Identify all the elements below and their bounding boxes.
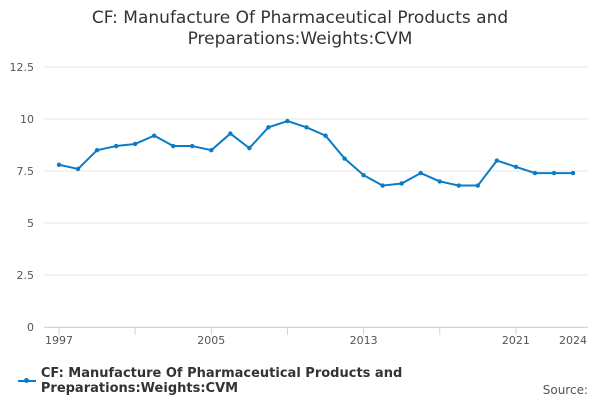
data-point [304, 125, 309, 130]
data-point [285, 118, 290, 124]
data-point [56, 162, 62, 167]
data-point [171, 143, 176, 149]
y-tick-label: 5 [27, 217, 34, 230]
data-point [247, 145, 252, 151]
legend-swatch [18, 378, 36, 383]
data-point [75, 166, 81, 172]
data-point [132, 141, 138, 147]
data-point [151, 133, 157, 138]
x-tick-label: 2021 [502, 334, 530, 347]
data-point [513, 164, 519, 170]
data-point [437, 179, 442, 184]
y-tick-label: 7.5 [17, 165, 35, 178]
chart-title: CF: Manufacture Of Pharmaceutical Produc… [91, 8, 509, 49]
data-point [190, 143, 195, 149]
data-point [266, 125, 271, 130]
y-tick-label: 10 [20, 113, 34, 126]
data-point [361, 172, 366, 178]
data-point [532, 170, 538, 176]
data-point [399, 181, 404, 186]
data-point [456, 183, 461, 188]
data-point [551, 170, 557, 176]
x-tick-label: 2005 [197, 334, 225, 347]
data-point [570, 170, 576, 176]
source-label: Source: [542, 383, 588, 397]
legend-label: CF: Manufacture Of Pharmaceutical Produc… [40, 366, 403, 396]
data-point [94, 148, 100, 153]
data-point [228, 131, 233, 136]
data-point [494, 158, 500, 163]
y-tick-label: 0 [27, 321, 34, 334]
x-tick-label: 2013 [350, 334, 378, 347]
data-point [342, 156, 347, 161]
data-point [323, 133, 328, 138]
data-point [209, 148, 214, 153]
series-line [58, 120, 573, 187]
y-tick-label: 12.5 [10, 61, 35, 74]
data-point [113, 143, 119, 149]
x-tick-label: 1997 [45, 334, 73, 347]
data-point [380, 183, 385, 188]
y-tick-label: 2.5 [17, 269, 35, 282]
data-point [475, 183, 481, 188]
data-point [418, 170, 423, 176]
x-tick-label: 2024 [559, 334, 587, 347]
legend-item[interactable]: CF: Manufacture Of Pharmaceutical Produc… [18, 366, 600, 396]
